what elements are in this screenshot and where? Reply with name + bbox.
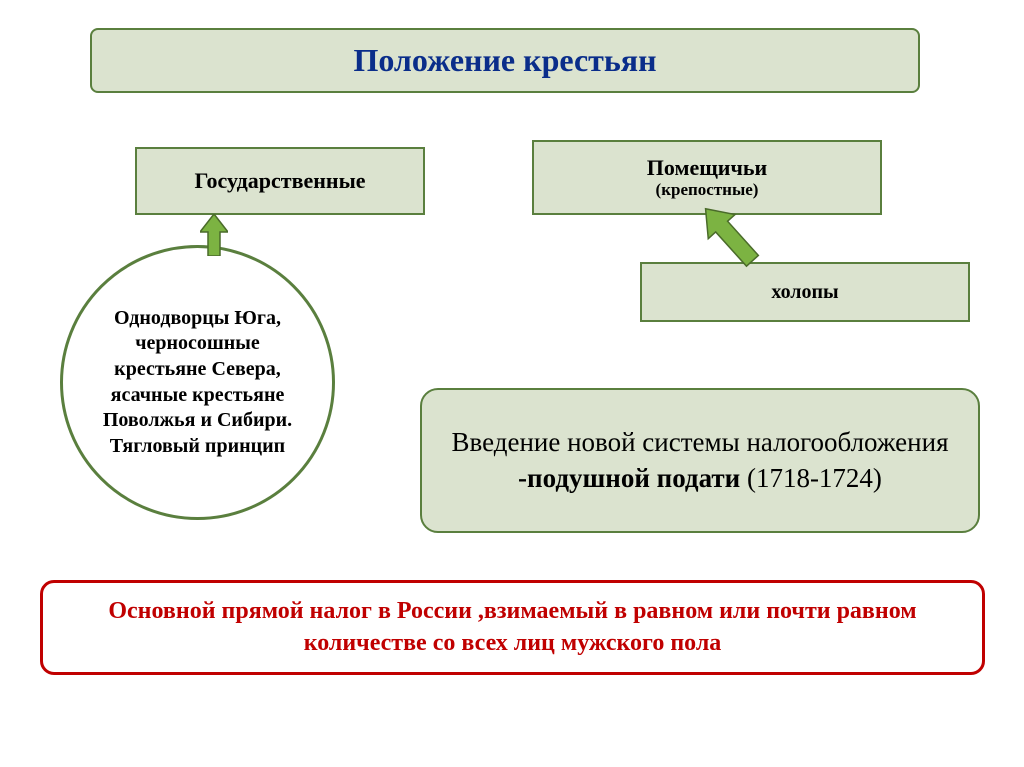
landlord-line2: (крепостные) (656, 180, 759, 200)
serf-label: холопы (771, 281, 838, 304)
state-box: Государственные (135, 147, 425, 215)
title-box: Положение крестьян (90, 28, 920, 93)
info-suffix: (1718-1724) (740, 463, 882, 493)
landlord-line1: Помещичьи (647, 155, 767, 180)
info-bold: -подушной подати (518, 463, 740, 493)
state-label: Государственные (194, 168, 365, 194)
info-prefix: Введение новой системы налогообложения (452, 427, 949, 457)
info-box: Введение новой системы налогообложения -… (420, 388, 980, 533)
arrow-serf-to-landlord (688, 203, 774, 271)
serf-box: холопы (640, 262, 970, 322)
bottom-text: Основной прямой налог в России ,взимаемы… (73, 596, 952, 658)
ellipse-box: Однодворцы Юга, черносошные крестьяне Се… (60, 245, 335, 520)
info-text: Введение новой системы налогообложения -… (440, 425, 960, 495)
title-text: Положение крестьян (353, 42, 656, 79)
arrow-ellipse-to-state (200, 214, 228, 256)
ellipse-text: Однодворцы Юга, черносошные крестьяне Се… (91, 306, 304, 460)
bottom-box: Основной прямой налог в России ,взимаемы… (40, 580, 985, 675)
